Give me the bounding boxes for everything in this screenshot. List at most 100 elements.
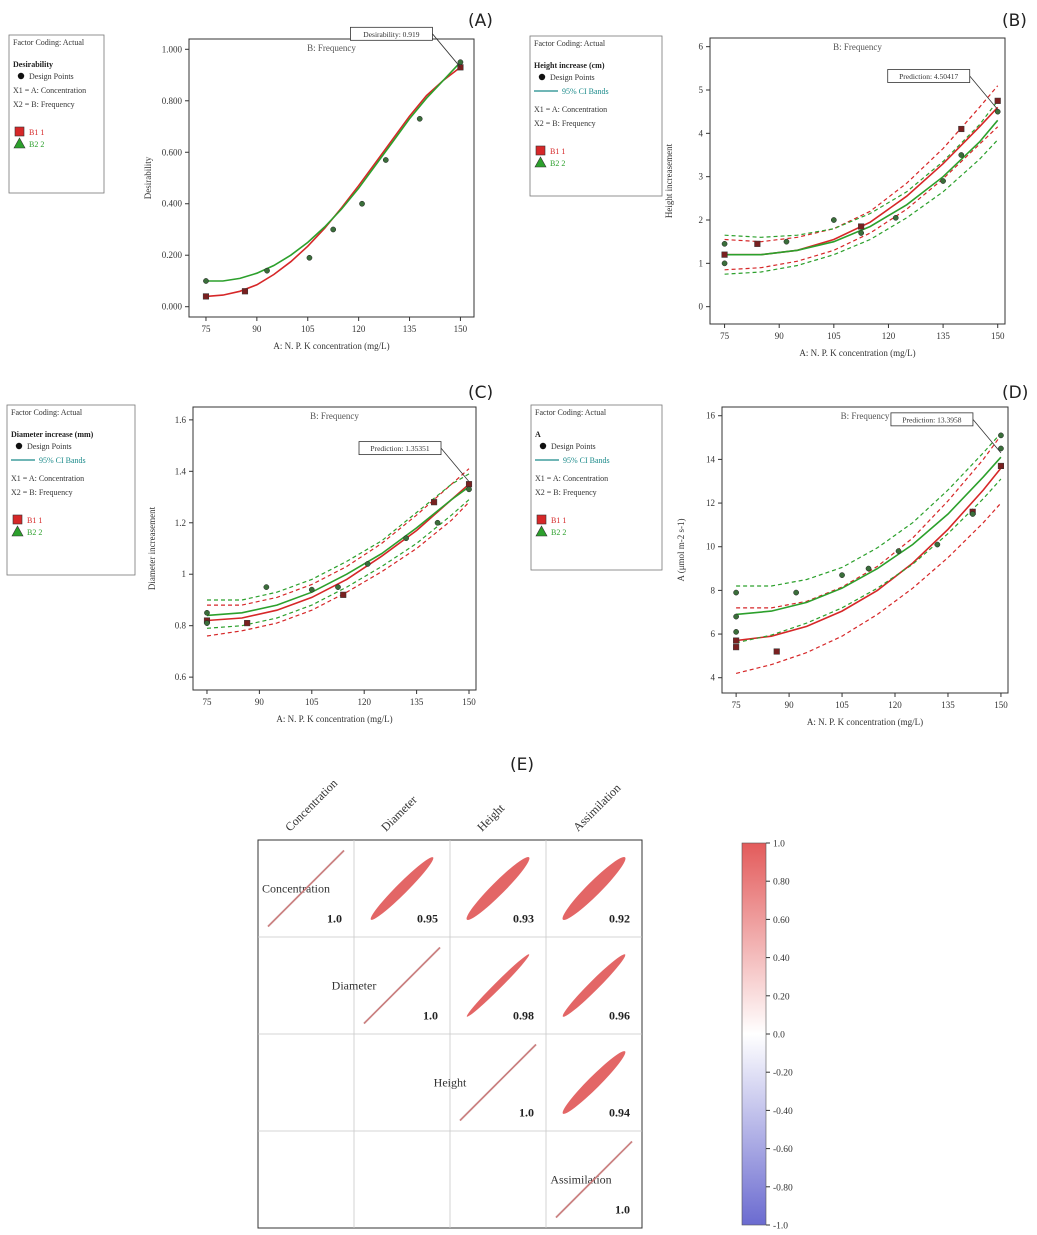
legend-ci-bands: 95% CI Bands (39, 456, 86, 465)
data-point (773, 648, 780, 655)
data-point (434, 519, 441, 526)
correlation-ellipse (562, 954, 626, 1017)
legend-box (529, 35, 663, 197)
colorbar-tick-label: 0.60 (773, 916, 790, 926)
legend-box (8, 34, 105, 194)
x-axis-label: A: N. P. K concentration (mg/L) (807, 717, 923, 727)
data-point (241, 288, 249, 295)
data-point (895, 548, 902, 554)
data-point (204, 609, 210, 616)
data-point (783, 238, 790, 245)
data-point (940, 178, 946, 184)
data-point (264, 267, 270, 274)
y-tick-label: 0.200 (162, 250, 183, 260)
annotation-text: Prediction: 13.3958 (902, 415, 961, 424)
y-tick-label: 16 (706, 411, 716, 421)
legend-series-2: B2 2 (550, 159, 565, 168)
green-triangle-icon (535, 525, 548, 537)
y-tick-label: 4 (699, 128, 704, 138)
data-point (733, 637, 740, 644)
legend-x1: X1 = A: Concentration (11, 474, 84, 483)
data-point (865, 565, 872, 572)
green-triangle-icon (534, 156, 547, 168)
data-point (308, 586, 315, 593)
red-square-icon (14, 126, 25, 137)
data-point (364, 561, 371, 567)
colorbar-tick-label: 0.40 (773, 954, 790, 964)
y-axis-label: Height increasement (664, 143, 674, 218)
data-point (721, 251, 728, 258)
data-point (754, 240, 761, 247)
y-tick-label: 10 (706, 542, 716, 552)
data-point (969, 511, 976, 517)
diagonal-line-highlight (555, 1141, 633, 1218)
x-tick-label: 105 (301, 324, 315, 334)
legend-series-1: B1 1 (550, 147, 565, 156)
panel-c: B: Frequency 75 90 105 120 135 150 0.6 0.8 1 1.2 1.… (6, 404, 477, 724)
colorbar-tick-label: -0.20 (773, 1069, 793, 1079)
legend-design-points: Design Points (27, 442, 72, 451)
ci-band-upper-1 (736, 435, 1002, 609)
annotation-box (358, 441, 442, 456)
x-tick-label: 150 (462, 697, 476, 707)
data-point (994, 108, 1001, 115)
y-tick-label: 3 (699, 172, 704, 182)
data-point (994, 97, 1001, 104)
diagonal-line-highlight (363, 947, 441, 1024)
colorbar-tick-label: 0.0 (773, 1031, 785, 1041)
data-point (958, 125, 965, 133)
data-point (793, 589, 799, 596)
annotation-leader (969, 75, 999, 110)
x-tick-label: 135 (410, 697, 424, 707)
data-point (839, 572, 845, 578)
correlation-value: 0.96 (609, 1009, 630, 1023)
data-point (733, 589, 739, 596)
correlation-value: 1.0 (615, 1203, 630, 1217)
legend-series-1: B1 1 (551, 516, 566, 525)
green-triangle-icon (13, 137, 26, 149)
diagonal-line-highlight (459, 1044, 537, 1121)
ci-band-lower-2 (206, 499, 470, 629)
correlation-ellipse (466, 954, 530, 1017)
series-line-2 (206, 61, 461, 282)
legend-x2: X2 = B: Frequency (13, 100, 75, 109)
row-label: Diameter (332, 979, 377, 993)
colorbar-tick-label: -0.60 (773, 1145, 793, 1155)
correlation-ellipse (562, 857, 626, 920)
y-tick-label: 0.400 (162, 199, 183, 209)
annotation-box (887, 69, 971, 83)
colorbar-tick-label: -0.80 (773, 1183, 793, 1193)
data-point (858, 230, 864, 236)
legend-header: Factor Coding: Actual (534, 39, 606, 48)
annotation-leader (440, 447, 470, 482)
x-tick-label: 135 (941, 700, 955, 710)
x-tick-label: 105 (305, 697, 319, 707)
correlation-value: 0.98 (513, 1009, 534, 1023)
legend-header: Factor Coding: Actual (535, 408, 607, 417)
legend-design-points: Design Points (29, 72, 74, 81)
colorbar-tick-label: 0.20 (773, 992, 790, 1002)
diagonal-line-highlight (267, 850, 345, 927)
correlation-value: 0.92 (609, 912, 630, 926)
data-point (958, 152, 965, 158)
correlation-value: 0.95 (417, 912, 438, 926)
annotation-box (890, 412, 974, 427)
x-axis-label: A: N. P. K concentration (mg/L) (799, 348, 915, 358)
x-tick-label: 135 (936, 331, 950, 341)
data-point (997, 462, 1004, 469)
legend-x1: X1 = A: Concentration (534, 105, 607, 114)
row-label: Height (434, 1076, 467, 1090)
legend-box (530, 404, 663, 571)
panel-label-d: (D) (1002, 383, 1028, 403)
panel-label-b: (B) (1002, 11, 1027, 31)
x-tick-label: 120 (882, 331, 896, 341)
legend-x1: X1 = A: Concentration (535, 474, 608, 483)
data-point (457, 59, 464, 66)
x-tick-label: 90 (785, 700, 795, 710)
annotation-leader (432, 33, 461, 68)
correlation-value: 0.94 (609, 1106, 630, 1120)
x-tick-label: 120 (888, 700, 902, 710)
plot-frame (721, 406, 1009, 694)
data-point (733, 613, 739, 620)
x-tick-label: 150 (991, 331, 1005, 341)
